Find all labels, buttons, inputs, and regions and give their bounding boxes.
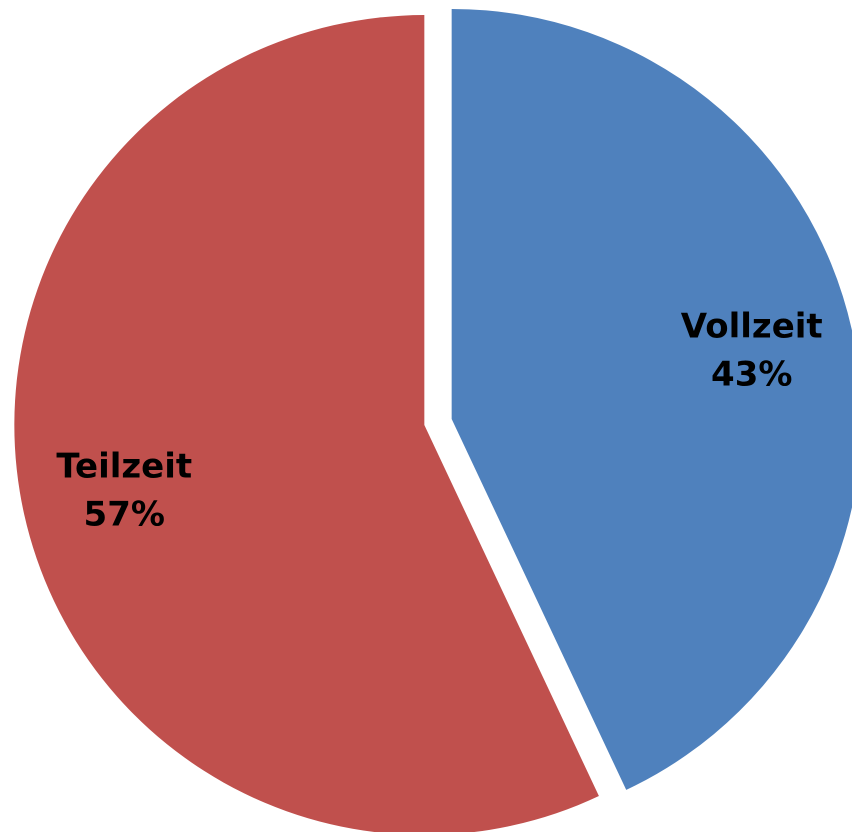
slice-value-label: 43% [711, 354, 792, 394]
pie-slice [14, 15, 599, 832]
slice-label: Vollzeit [681, 306, 823, 346]
slice-label: Teilzeit [56, 447, 192, 487]
slice-value-label: 57% [84, 495, 165, 535]
pie-slice [451, 8, 852, 790]
